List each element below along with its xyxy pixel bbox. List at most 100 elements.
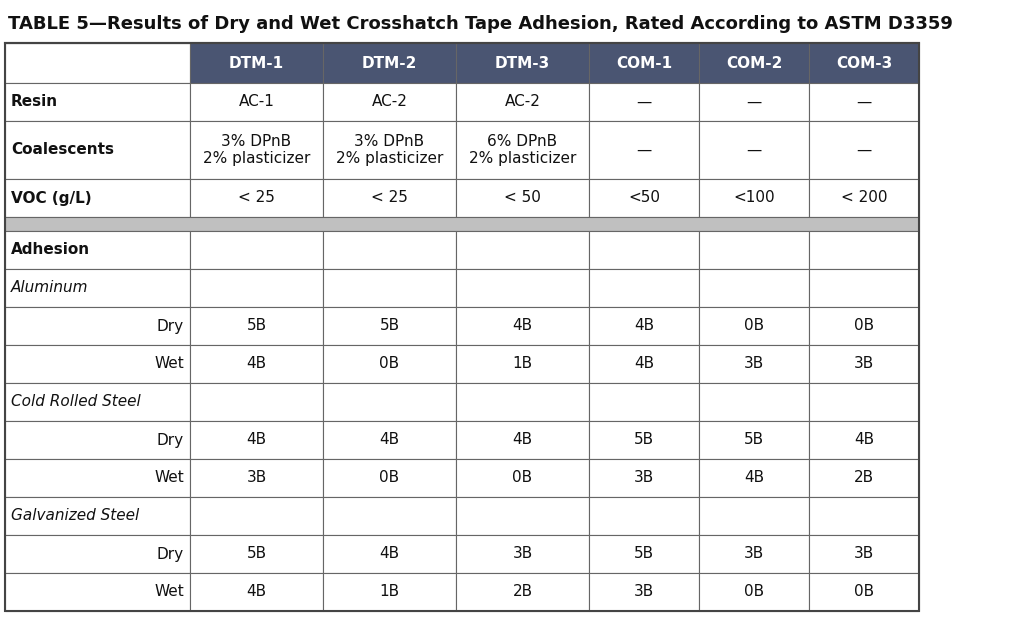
Bar [699,383,809,421]
Text: 5B: 5B [247,547,266,561]
Text: VOC (g/L): VOC (g/L) [11,191,91,205]
Bar [456,43,589,83]
Bar [5,383,190,421]
Bar [809,345,919,383]
Bar [809,497,919,535]
Bar [323,497,456,535]
Text: 3% DPnB
2% plasticizer: 3% DPnB 2% plasticizer [203,134,310,166]
Bar [456,421,589,459]
Text: 4B: 4B [634,318,654,334]
Bar [699,573,809,611]
Text: 4B: 4B [380,433,399,447]
Bar [5,307,190,345]
Text: COM-3: COM-3 [836,56,892,70]
Text: 1B: 1B [380,584,399,600]
Text: 0B: 0B [380,471,399,486]
Bar [5,497,190,535]
Text: Resin: Resin [11,94,58,109]
Bar [5,421,190,459]
Bar [809,231,919,269]
Bar [323,231,456,269]
Bar [5,231,190,269]
Text: AC-1: AC-1 [239,94,274,109]
Bar [5,43,190,83]
Text: 4B: 4B [247,433,266,447]
Text: —: — [746,94,762,109]
Bar [323,269,456,307]
Text: < 25: < 25 [238,191,274,205]
Text: —: — [636,94,651,109]
Bar [699,345,809,383]
Bar [699,497,809,535]
Text: AC-2: AC-2 [505,94,541,109]
Bar [5,459,190,497]
Bar [809,421,919,459]
Text: 0B: 0B [512,471,532,486]
Text: 5B: 5B [247,318,266,334]
Text: 5B: 5B [634,547,654,561]
Bar [589,231,699,269]
Bar [456,573,589,611]
Bar [323,573,456,611]
Bar [809,179,919,217]
Bar [5,43,919,611]
Bar [323,43,456,83]
Bar [699,459,809,497]
Text: 4B: 4B [247,357,266,371]
Bar [589,383,699,421]
Bar [5,535,190,573]
Text: AC-2: AC-2 [372,94,408,109]
Bar [589,121,699,179]
Bar [589,179,699,217]
Bar [5,121,190,179]
Text: 3B: 3B [247,471,266,486]
Text: 4B: 4B [634,357,654,371]
Text: 4B: 4B [744,471,764,486]
Bar [456,83,589,121]
Text: DTM-1: DTM-1 [229,56,284,70]
Text: DTM-2: DTM-2 [361,56,417,70]
Bar [456,459,589,497]
Text: 5B: 5B [634,433,654,447]
Bar [809,269,919,307]
Bar [456,307,589,345]
Bar [190,573,323,611]
Bar [699,307,809,345]
Bar [699,43,809,83]
Bar [190,459,323,497]
Bar [809,459,919,497]
Bar [323,383,456,421]
Bar [699,83,809,121]
Text: < 50: < 50 [504,191,541,205]
Bar [809,383,919,421]
Bar [190,421,323,459]
Bar [5,83,190,121]
Bar [323,345,456,383]
Text: Wet: Wet [155,584,184,600]
Text: COM-2: COM-2 [726,56,782,70]
Text: Dry: Dry [157,318,184,334]
Bar [456,231,589,269]
Text: 0B: 0B [744,318,764,334]
Bar [190,231,323,269]
Bar [190,179,323,217]
Text: 1B: 1B [512,357,532,371]
Text: 3B: 3B [743,357,764,371]
Bar [190,83,323,121]
Bar [323,535,456,573]
Text: Aluminum: Aluminum [11,281,88,296]
Text: 3B: 3B [512,547,532,561]
Bar [589,497,699,535]
Bar [589,573,699,611]
Bar [589,421,699,459]
Text: 3B: 3B [743,547,764,561]
Bar [190,307,323,345]
Bar [809,573,919,611]
Bar [589,269,699,307]
Text: 0B: 0B [744,584,764,600]
Text: 4B: 4B [512,433,532,447]
Text: < 25: < 25 [371,191,408,205]
Text: 3% DPnB
2% plasticizer: 3% DPnB 2% plasticizer [336,134,443,166]
Bar [809,535,919,573]
Text: 4B: 4B [512,318,532,334]
